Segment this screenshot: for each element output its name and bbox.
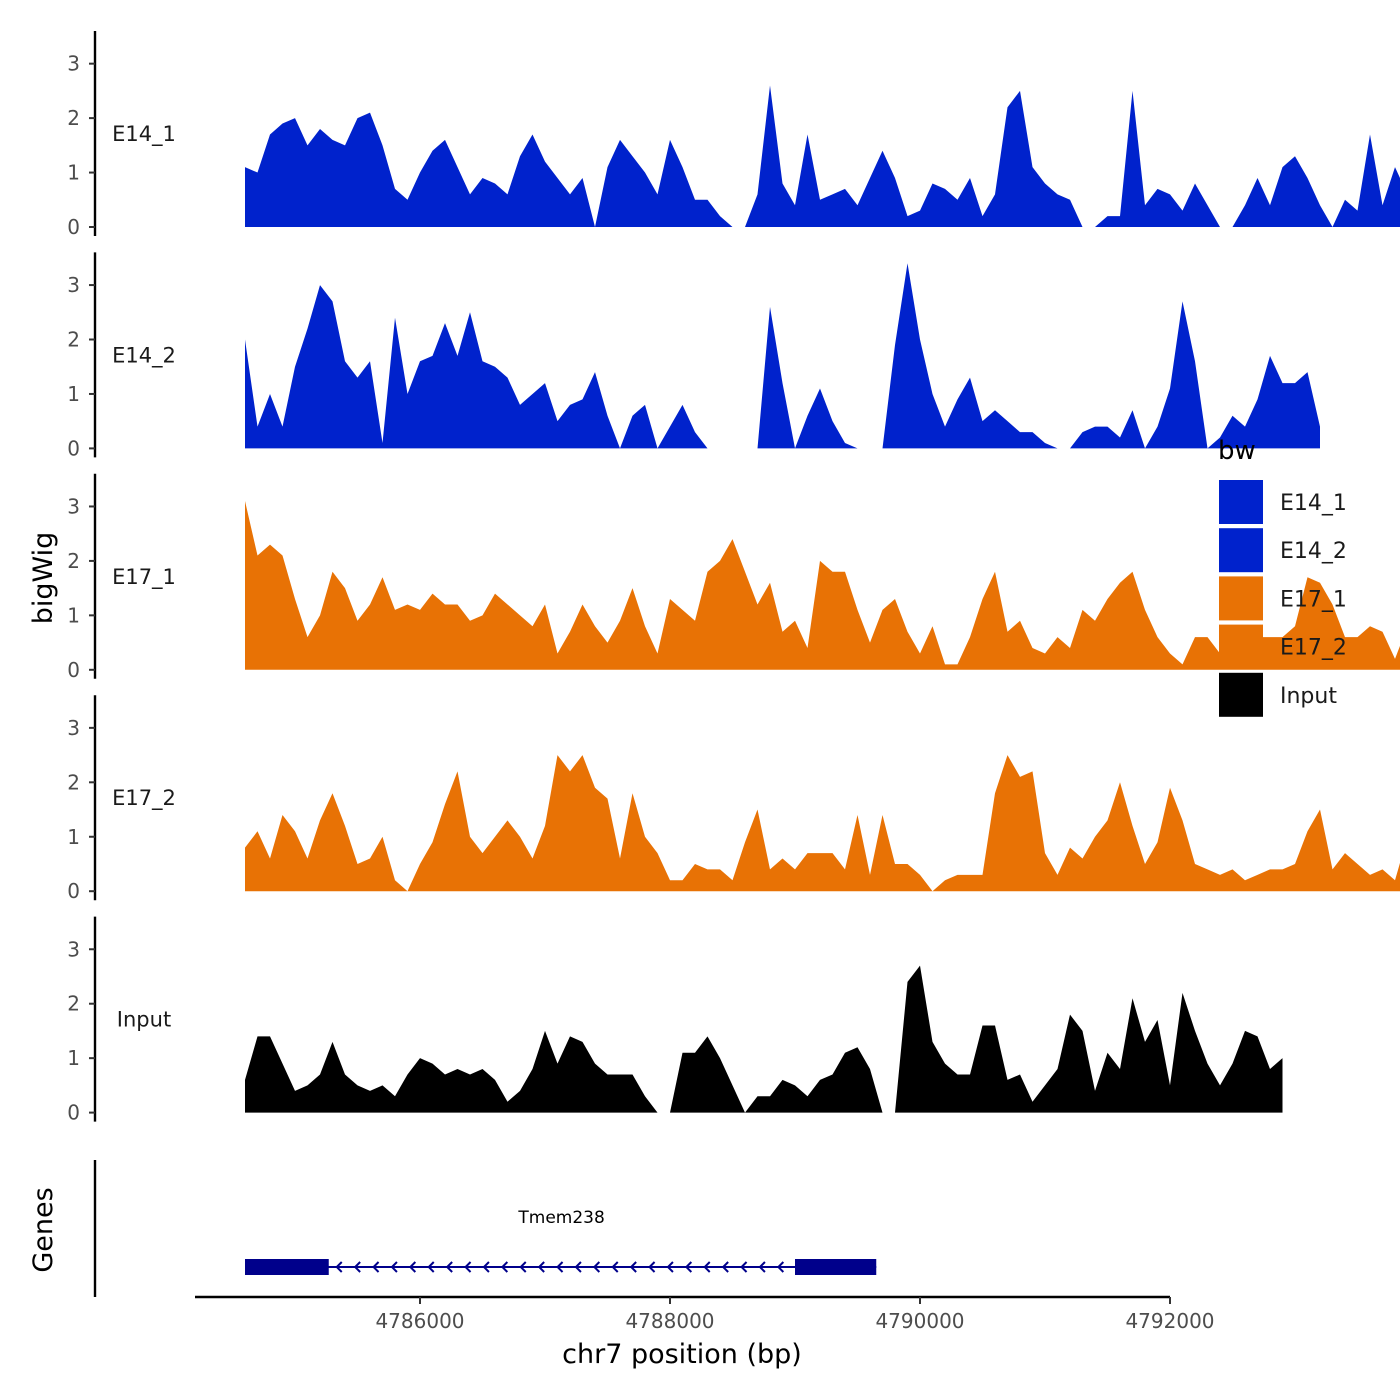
strand-arrow-icon <box>500 1261 509 1273</box>
legend-swatch-e17_2 <box>1219 624 1263 669</box>
strand-arrow-icon <box>684 1261 693 1273</box>
legend-swatch-e17_1 <box>1219 576 1263 621</box>
x-axis: 4786000 4788000 4790000 4792000 <box>195 1295 1215 1333</box>
legend-label: E17_2 <box>1280 636 1347 661</box>
y-tick-label: 3 <box>67 716 80 740</box>
track-e14_2: 0 1 2 3 E14_2 <box>67 252 1320 460</box>
y-tick-label: 2 <box>67 328 80 352</box>
strand-arrow-icon <box>427 1261 435 1273</box>
track-e17_1: 0 1 2 3 E17_1 <box>67 473 1400 682</box>
strand-arrow-icon <box>776 1261 785 1273</box>
y-axis-title: bigWig <box>28 532 59 625</box>
genes-axis-title: Genes <box>28 1187 59 1272</box>
legend-label: Input <box>1280 684 1337 709</box>
x-tick-label: 4792000 <box>1125 1309 1214 1333</box>
strand-arrow-icon <box>758 1261 766 1273</box>
track-label: E17_2 <box>112 786 176 811</box>
y-tick-label: 3 <box>67 273 80 297</box>
y-tick-label: 0 <box>67 879 80 903</box>
legend-label: E14_1 <box>1280 491 1347 516</box>
track-label: E14_2 <box>112 343 176 368</box>
legend-title: bw <box>1218 436 1256 466</box>
strand-arrow-icon <box>390 1261 398 1273</box>
track-e17_2: 0 1 2 3 E17_2 <box>67 695 1400 903</box>
y-tick-label: 1 <box>67 161 80 185</box>
strand-arrow-icon <box>666 1261 674 1273</box>
signal-area-e14_2 <box>245 263 1320 449</box>
track-label: E17_1 <box>112 565 176 590</box>
signal-tracks: 0 1 2 3 E14_1 0 1 2 3 E14_2 0 1 2 3 E17_1 0 1 2 3 E17_2 0 1 2 3… <box>67 31 1400 1125</box>
legend-swatch-input <box>1219 672 1263 717</box>
track-label: Input <box>117 1008 171 1032</box>
gene-track: Tmem238 <box>93 1160 877 1297</box>
y-tick-label: 3 <box>67 494 80 518</box>
gene-name-label: Tmem238 <box>517 1208 604 1228</box>
y-tick-label: 1 <box>67 382 80 406</box>
legend-swatch-e14_2 <box>1219 528 1263 573</box>
x-tick-label: 4788000 <box>625 1309 714 1333</box>
y-tick-label: 2 <box>67 106 80 130</box>
y-tick-label: 0 <box>67 215 80 239</box>
track-input: 0 1 2 3 Input <box>67 916 1283 1125</box>
track-e14_1: 0 1 2 3 E14_1 <box>67 31 1400 239</box>
signal-area-input <box>245 965 1283 1113</box>
signal-area-e14_1 <box>245 85 1400 227</box>
strand-arrow-icon <box>703 1261 711 1273</box>
signal-area-e17_2 <box>245 755 1400 892</box>
x-tick-label: 4786000 <box>375 1309 464 1333</box>
strand-arrow-icon <box>629 1261 637 1273</box>
legend-swatch-e14_1 <box>1219 480 1263 524</box>
legend-label: E17_1 <box>1280 587 1347 612</box>
strand-arrow-icon <box>464 1261 472 1273</box>
signal-area-e17_1 <box>245 501 1400 670</box>
strand-arrow-icon <box>574 1261 582 1273</box>
strand-arrow-icon <box>445 1261 453 1273</box>
legend: bw E14_1 E14_2 E17_1 E17_2 Input <box>1218 436 1347 717</box>
strand-arrow-icon <box>408 1261 417 1273</box>
y-tick-label: 2 <box>67 992 80 1016</box>
y-tick-label: 0 <box>67 436 80 460</box>
y-tick-label: 0 <box>67 658 80 682</box>
strand-arrow-icon <box>372 1261 380 1273</box>
strand-arrow-icon <box>335 1261 343 1273</box>
strand-arrow-icon <box>482 1261 490 1273</box>
x-axis-title: chr7 position (bp) <box>562 1339 802 1370</box>
strand-arrow-icon <box>519 1261 527 1273</box>
strand-arrow-icon <box>740 1261 748 1273</box>
y-tick-label: 3 <box>67 52 80 76</box>
strand-arrow-icon <box>611 1261 619 1273</box>
track-label: E14_1 <box>112 122 176 147</box>
y-tick-label: 1 <box>67 1046 80 1070</box>
strand-arrow-icon <box>721 1261 729 1273</box>
legend-label: E14_2 <box>1280 539 1347 564</box>
gene-exon <box>795 1259 877 1275</box>
y-tick-label: 3 <box>67 937 80 961</box>
y-tick-label: 2 <box>67 770 80 794</box>
y-tick-label: 1 <box>67 825 80 849</box>
strand-arrow-icon <box>537 1261 545 1273</box>
y-tick-label: 2 <box>67 549 80 573</box>
x-tick-label: 4790000 <box>875 1309 964 1333</box>
strand-arrow-icon <box>648 1261 656 1273</box>
gene-exon <box>245 1259 329 1275</box>
y-tick-label: 1 <box>67 603 80 627</box>
y-tick-label: 0 <box>67 1101 80 1125</box>
strand-arrow-icon <box>592 1261 601 1273</box>
strand-arrow-icon <box>353 1261 361 1273</box>
strand-arrow-icon <box>556 1261 564 1273</box>
